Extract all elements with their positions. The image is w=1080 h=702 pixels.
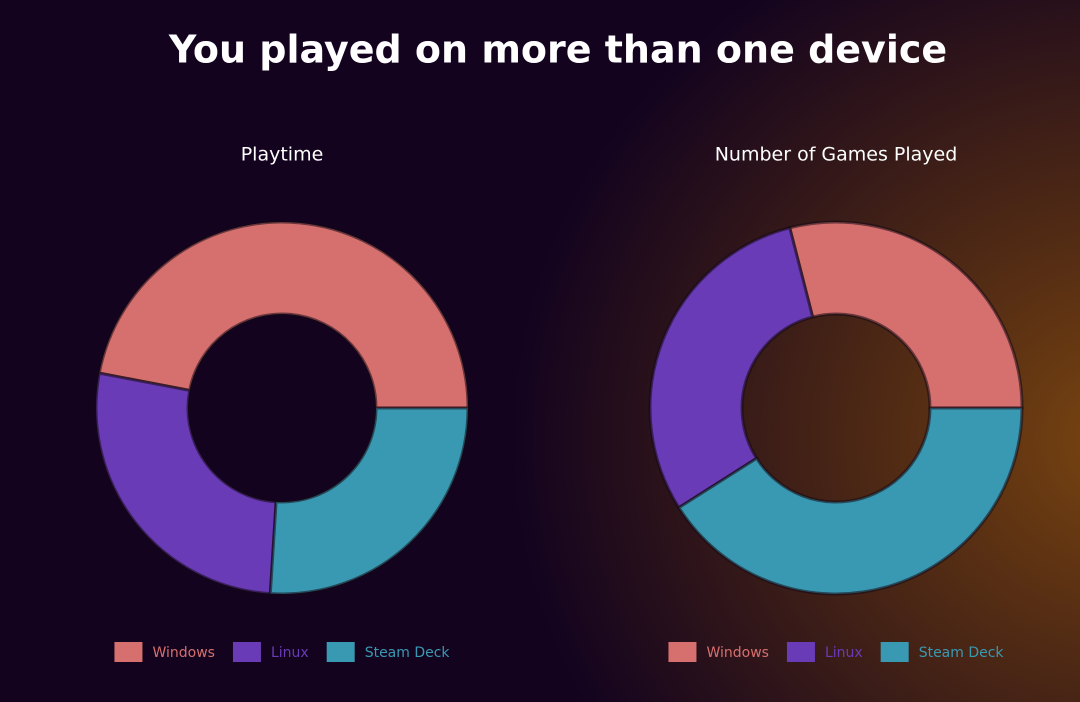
legend-swatch — [668, 642, 697, 662]
chart-title: Playtime — [241, 144, 324, 166]
doughnut-segment — [97, 220, 470, 410]
legend-swatch — [326, 642, 355, 662]
legend-label: Linux — [825, 645, 863, 661]
legend-label: Steam Deck — [365, 645, 451, 661]
page-title: You played on more than one device — [168, 28, 947, 72]
doughnut-segment — [94, 371, 278, 596]
doughnut-segment — [648, 226, 815, 510]
legend-swatch — [114, 642, 143, 662]
legend-label: Steam Deck — [919, 645, 1005, 661]
chart-title: Number of Games Played — [715, 144, 958, 166]
legend-swatch — [786, 642, 815, 662]
doughnut-segment — [676, 406, 1024, 596]
doughnut-segment — [268, 406, 470, 596]
legend-label: Windows — [706, 645, 769, 661]
legend-swatch — [232, 642, 261, 662]
doughnut-segment — [787, 220, 1024, 410]
legend-swatch — [880, 642, 909, 662]
legend-label: Linux — [271, 645, 309, 661]
legend-label: Windows — [152, 645, 215, 661]
